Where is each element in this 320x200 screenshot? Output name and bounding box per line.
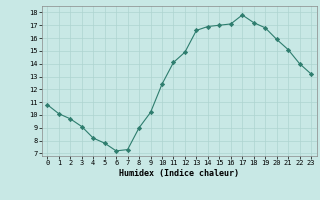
X-axis label: Humidex (Indice chaleur): Humidex (Indice chaleur) — [119, 169, 239, 178]
